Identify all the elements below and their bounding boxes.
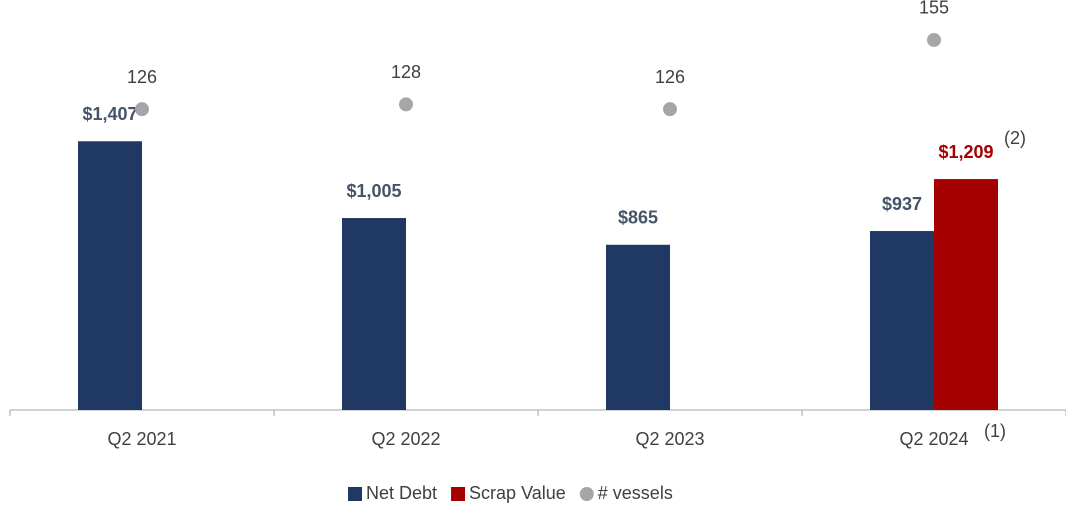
x-tick-label: Q2 2021 <box>107 429 176 449</box>
dot <box>399 97 413 112</box>
legend-label: Net Debt <box>366 483 437 503</box>
legend-label: Scrap Value <box>469 483 566 503</box>
legend-swatch <box>579 487 594 501</box>
x-tick-label: Q2 2024 <box>899 429 968 449</box>
bar <box>606 244 670 410</box>
data-label: $1,005 <box>346 181 401 201</box>
footnote-marker: (2) <box>1004 128 1026 148</box>
x-tick-label: Q2 2023 <box>635 429 704 449</box>
dot <box>927 32 941 47</box>
data-label: $1,209 <box>938 142 993 162</box>
legend-label: # vessels <box>598 483 673 503</box>
dot-label: 126 <box>127 67 157 87</box>
bar <box>934 179 998 410</box>
bar <box>870 231 934 410</box>
dot-label: 126 <box>655 67 685 87</box>
dot <box>663 102 677 117</box>
data-label: $1,407 <box>82 104 137 124</box>
dot-label: 128 <box>391 62 421 82</box>
legend-swatch <box>348 487 362 501</box>
legend-swatch <box>451 487 466 501</box>
data-label: $937 <box>882 194 922 214</box>
dot-label: 155 <box>919 0 949 18</box>
dot <box>135 102 149 117</box>
bar <box>342 218 406 410</box>
data-label: $865 <box>618 208 658 228</box>
x-tick-label: Q2 2022 <box>371 429 440 449</box>
footnote-marker: (1) <box>984 421 1006 441</box>
bar <box>78 141 142 410</box>
